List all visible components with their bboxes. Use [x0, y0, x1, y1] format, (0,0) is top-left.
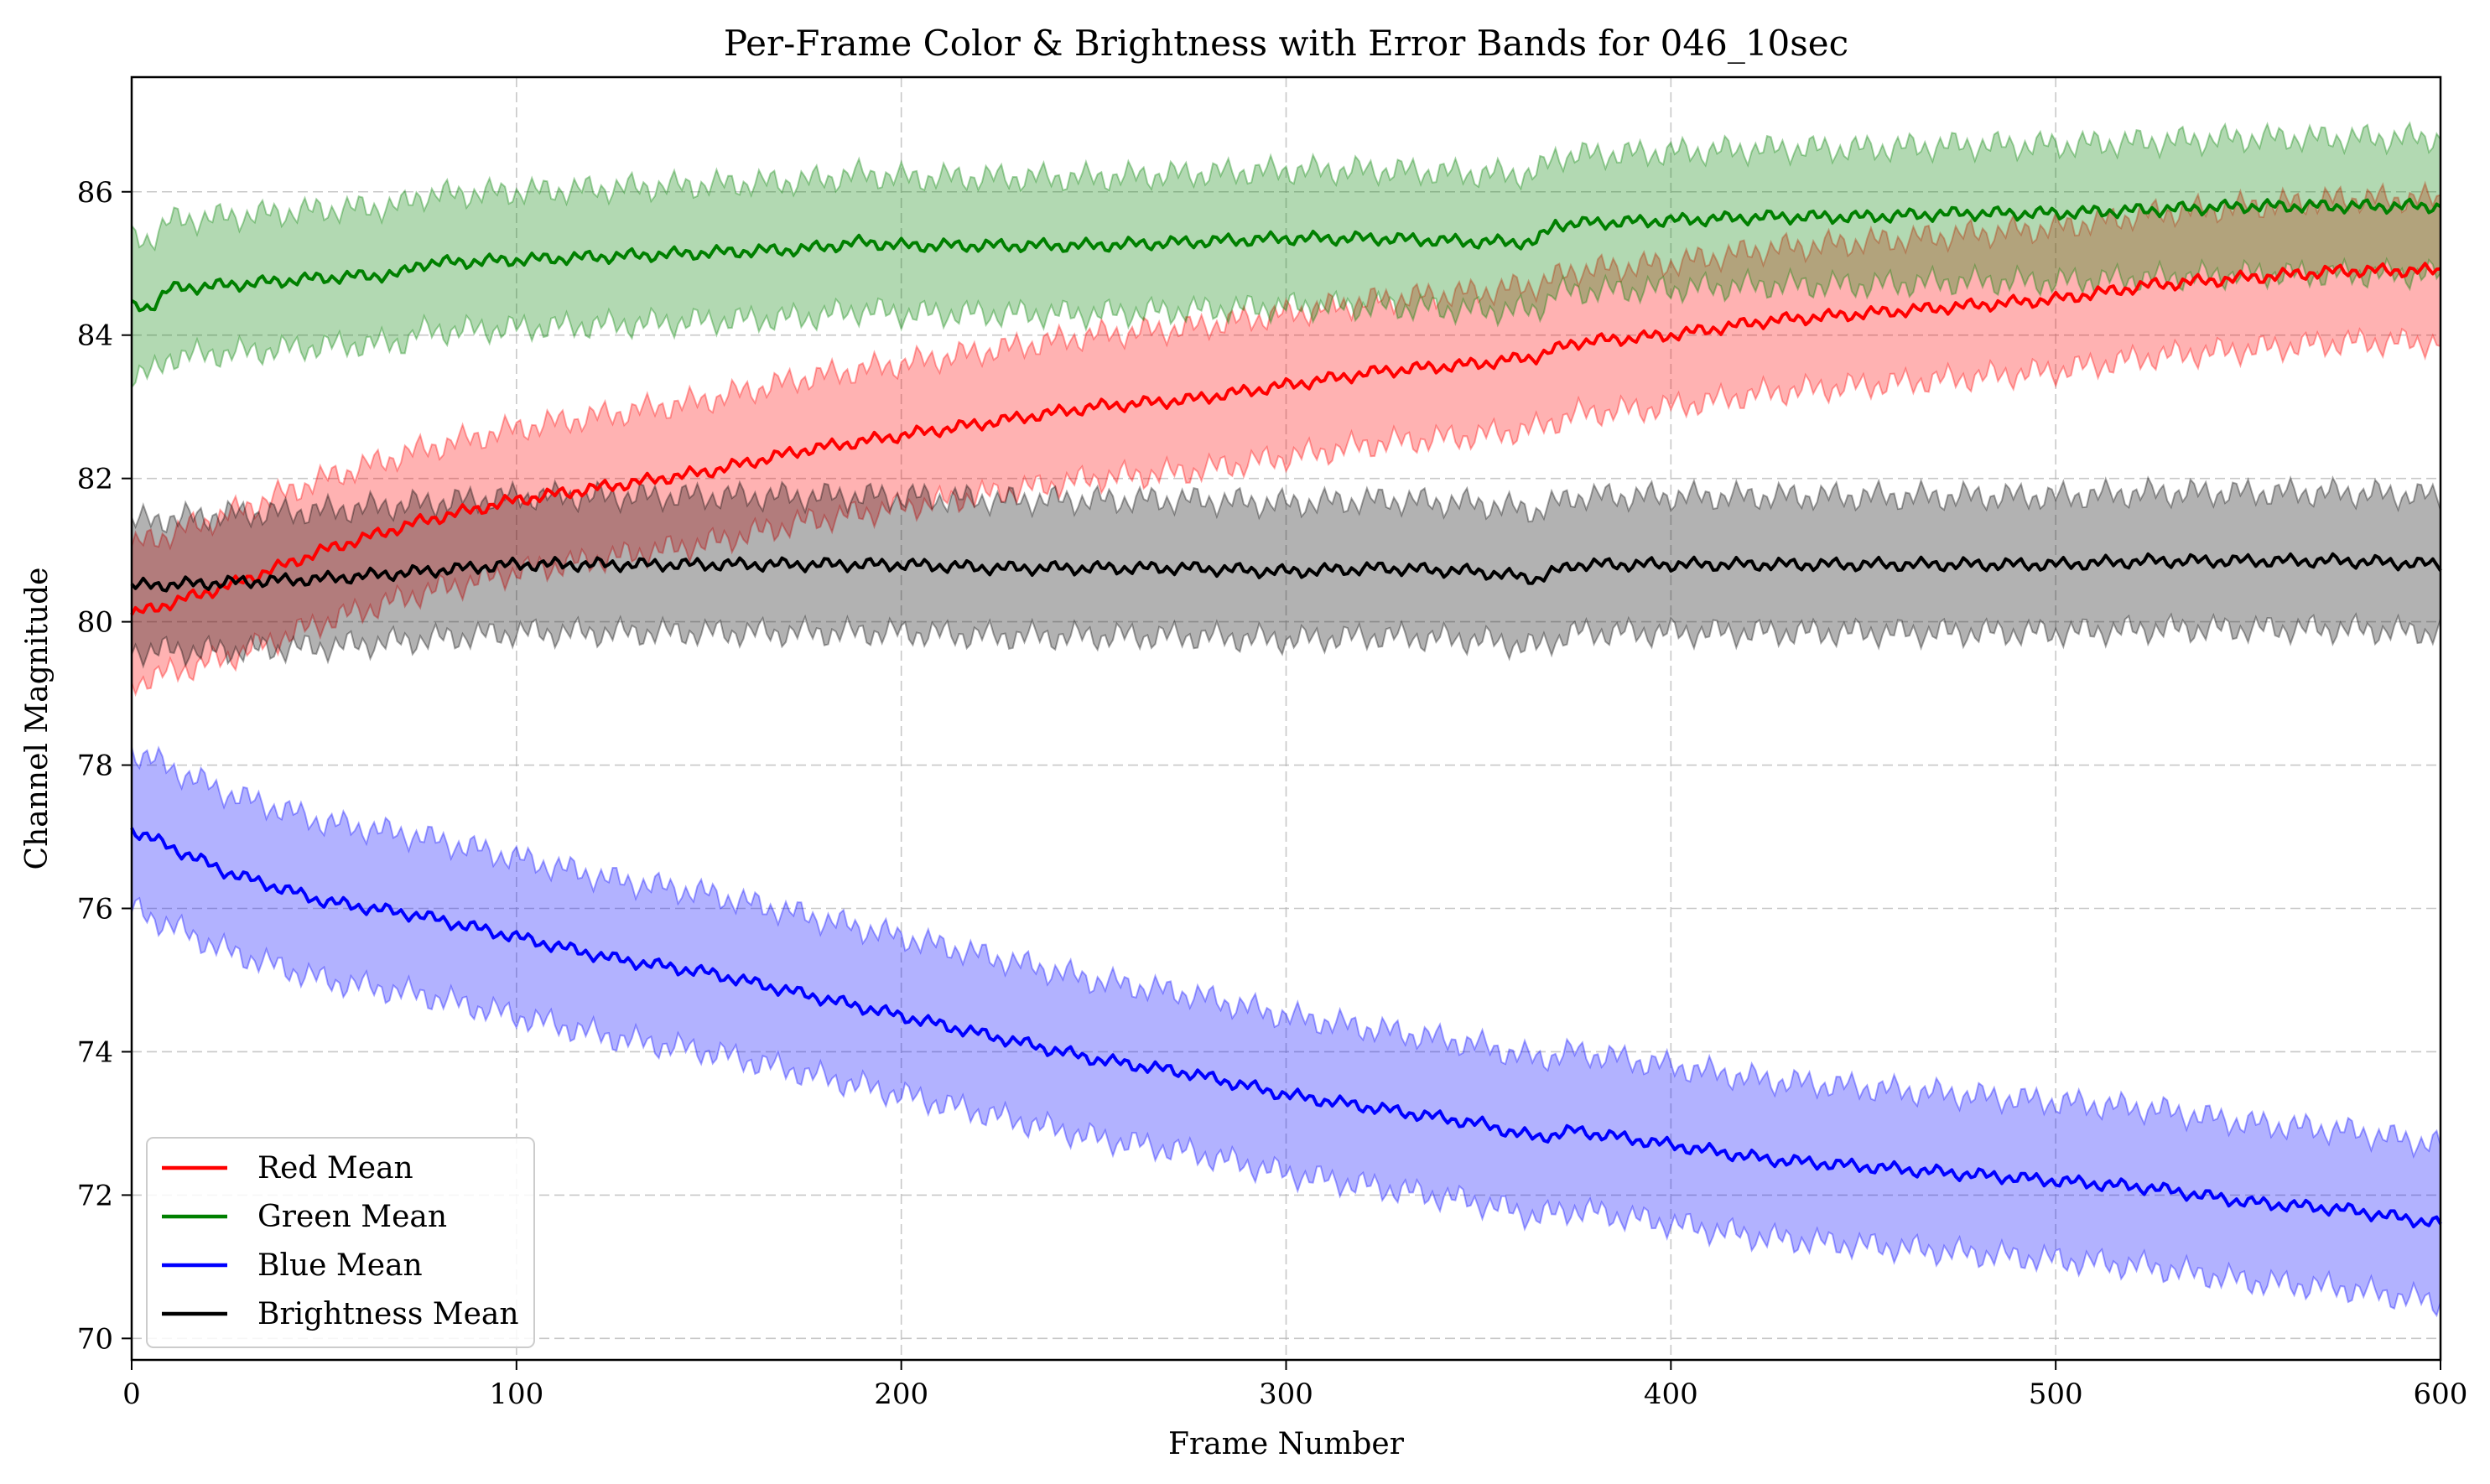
mean-lines	[130, 197, 2442, 1229]
blue-mean-line	[130, 827, 2442, 1229]
x-tick-label: 600	[2414, 1378, 2468, 1411]
legend-label-green-mean: Green Mean	[257, 1200, 447, 1234]
y-tick-label: 86	[77, 176, 113, 210]
x-tick-label: 500	[2029, 1378, 2083, 1411]
x-tick-label: 400	[1644, 1378, 1698, 1411]
axis-ticks: 0 100 200 300 400 500 600 70 72 74 76 78 80 82 84 86	[77, 176, 2468, 1411]
y-tick-label: 70	[77, 1322, 113, 1356]
y-tick-label: 72	[77, 1179, 113, 1212]
y-tick-label: 78	[77, 750, 113, 783]
x-tick-label: 100	[489, 1378, 543, 1411]
y-tick-label: 82	[77, 463, 113, 496]
y-tick-label: 76	[77, 893, 113, 926]
x-tick-label: 200	[874, 1378, 928, 1411]
grid	[131, 77, 2441, 1360]
legend-box	[146, 1137, 535, 1348]
legend-label-blue-mean: Blue Mean	[257, 1248, 423, 1283]
legend-label-red-mean: Red Mean	[257, 1151, 413, 1186]
y-tick-label: 74	[77, 1035, 113, 1069]
legend: Red Mean Green Mean Blue Mean Brightness Me…	[146, 1137, 535, 1348]
y-tick-label: 80	[77, 606, 113, 640]
x-axis-label: Frame Number	[1168, 1427, 1405, 1461]
chart-title: Per-Frame Color & Brightness with Error …	[724, 23, 1848, 64]
x-tick-label: 0	[122, 1378, 141, 1411]
y-axis-label: Channel Magnitude	[20, 568, 55, 870]
x-tick-label: 300	[1259, 1378, 1313, 1411]
green-mean-line	[131, 197, 2442, 313]
y-tick-label: 84	[77, 319, 113, 353]
red-mean-line	[130, 262, 2441, 616]
brightness-mean-line	[130, 552, 2442, 593]
legend-label-brightness-mean: Brightness Mean	[257, 1297, 519, 1331]
